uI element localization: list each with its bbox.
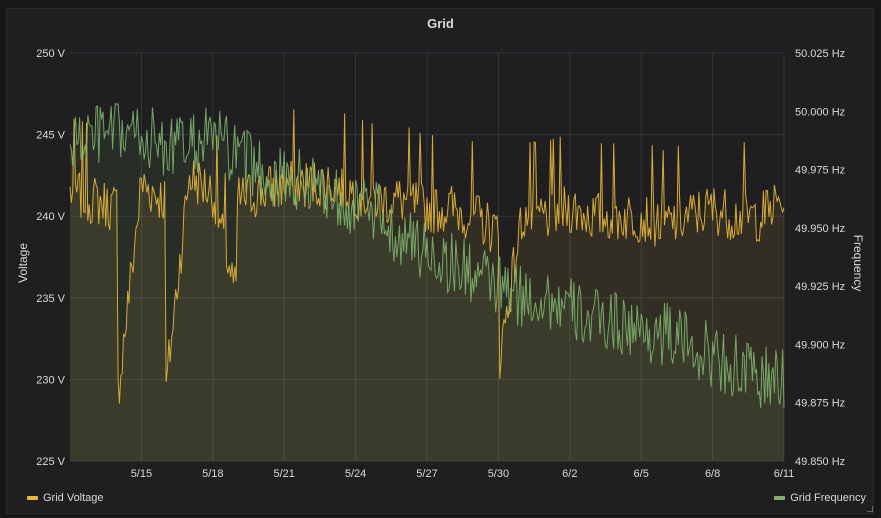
graph-panel xyxy=(6,8,874,514)
y-left-tick-labels: 225 V 230 V 235 V 240 V 245 V 250 V xyxy=(36,48,65,468)
y-left-tick-label: 235 V xyxy=(36,293,65,305)
series-areas xyxy=(70,103,784,462)
y-left-tick-label: 230 V xyxy=(36,374,65,386)
y-left-tick-label: 250 V xyxy=(36,48,65,60)
panel-title[interactable]: Grid xyxy=(427,16,454,31)
y-right-tick-labels: 49.850 Hz 49.875 Hz 49.900 Hz 49.925 Hz 49.9… xyxy=(795,48,845,468)
x-tick-label: 5/24 xyxy=(345,468,366,480)
voltage-swatch-icon xyxy=(27,496,38,500)
y-left-tick-label: 240 V xyxy=(36,211,65,223)
y-right-tick-label: 50.025 Hz xyxy=(795,48,845,60)
legend-label-voltage: Grid Voltage xyxy=(43,492,104,504)
series-area-frequency xyxy=(70,103,784,461)
y-right-tick-label: 49.925 Hz xyxy=(795,281,845,293)
x-tick-label: 6/5 xyxy=(634,468,649,480)
frequency-swatch-icon xyxy=(774,496,786,500)
x-tick-label: 5/27 xyxy=(416,468,437,480)
x-tick-label: 5/18 xyxy=(202,468,223,480)
series-lines xyxy=(69,103,785,409)
x-tick-labels: 5/15 5/18 5/21 5/24 5/27 5/30 6/2 6/5 6/8 6/11 xyxy=(131,468,795,480)
x-tick-label: 6/2 xyxy=(562,468,577,480)
series-area-voltage xyxy=(70,109,784,462)
y-right-tick-label: 49.975 Hz xyxy=(795,165,845,177)
x-tick-label: 6/8 xyxy=(705,468,720,480)
x-tick-label: 5/30 xyxy=(488,468,509,480)
y-right-tick-label: 49.850 Hz xyxy=(795,456,845,468)
series-line-frequency xyxy=(69,103,785,409)
x-tick-label: 5/15 xyxy=(131,468,152,480)
legend-label-frequency: Grid Frequency xyxy=(790,492,866,504)
y-left-axis-label: Voltage xyxy=(16,243,30,283)
x-tick-label: 5/21 xyxy=(273,468,294,480)
series-line-voltage xyxy=(69,109,785,404)
x-tick-label: 6/11 xyxy=(774,468,795,480)
legend-item-frequency[interactable]: Grid Frequency xyxy=(774,492,866,504)
y-right-tick-label: 50.000 Hz xyxy=(795,106,845,118)
y-right-tick-label: 49.950 Hz xyxy=(795,223,845,235)
y-left-tick-label: 225 V xyxy=(36,456,65,468)
y-left-tick-label: 245 V xyxy=(36,130,65,142)
legend-item-voltage[interactable]: Grid Voltage xyxy=(27,492,104,504)
y-right-tick-label: 49.875 Hz xyxy=(795,398,845,410)
resize-handle-icon[interactable] xyxy=(867,506,873,512)
y-right-tick-label: 49.900 Hz xyxy=(795,339,845,351)
y-right-axis-label: Frequency xyxy=(851,235,865,292)
